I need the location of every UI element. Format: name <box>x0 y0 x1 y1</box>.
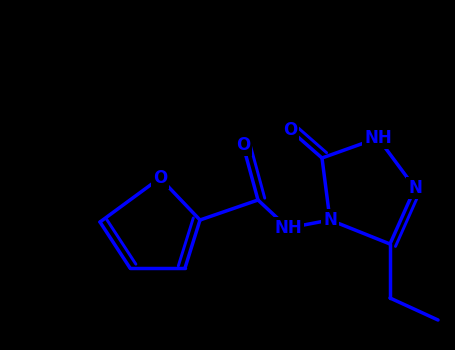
Text: NH: NH <box>364 129 392 147</box>
Text: O: O <box>236 136 250 154</box>
Text: N: N <box>323 211 337 229</box>
Text: N: N <box>408 179 422 197</box>
Text: O: O <box>153 169 167 187</box>
Text: O: O <box>283 121 297 139</box>
Text: NH: NH <box>274 219 302 237</box>
